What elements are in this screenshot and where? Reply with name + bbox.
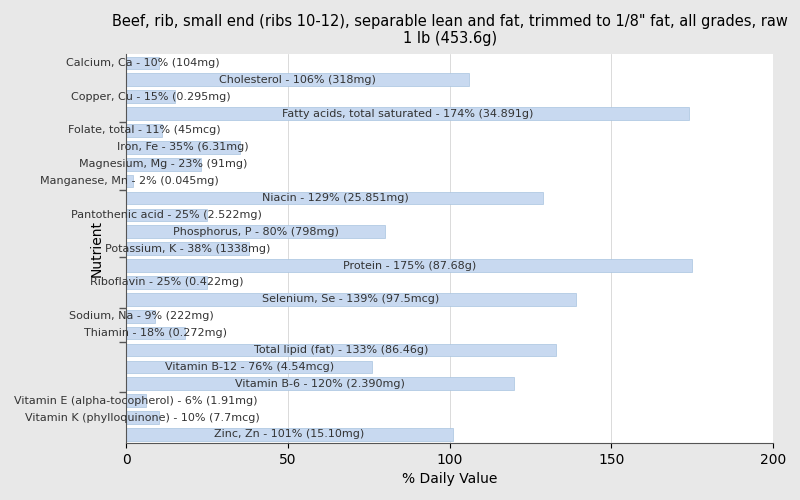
Bar — [126, 242, 250, 255]
Bar — [126, 141, 239, 154]
Text: Pantothenic acid - 25% (2.522mg): Pantothenic acid - 25% (2.522mg) — [71, 210, 262, 220]
Bar — [126, 90, 175, 103]
Bar — [126, 192, 543, 204]
Bar — [126, 56, 158, 69]
Text: Vitamin B-12 - 76% (4.54mcg): Vitamin B-12 - 76% (4.54mcg) — [165, 362, 334, 372]
Text: Vitamin E (alpha-tocopherol) - 6% (1.91mg): Vitamin E (alpha-tocopherol) - 6% (1.91m… — [14, 396, 258, 406]
Bar — [126, 394, 146, 407]
Bar — [126, 208, 207, 221]
Text: Iron, Fe - 35% (6.31mg): Iron, Fe - 35% (6.31mg) — [117, 142, 249, 152]
Text: Potassium, K - 38% (1338mg): Potassium, K - 38% (1338mg) — [105, 244, 270, 254]
Title: Beef, rib, small end (ribs 10-12), separable lean and fat, trimmed to 1/8" fat, : Beef, rib, small end (ribs 10-12), separ… — [112, 14, 787, 46]
Text: Riboflavin - 25% (0.422mg): Riboflavin - 25% (0.422mg) — [90, 278, 243, 287]
Bar — [126, 174, 133, 188]
Bar — [126, 74, 469, 86]
Bar — [126, 310, 155, 322]
Bar — [126, 344, 556, 356]
Text: Cholesterol - 106% (318mg): Cholesterol - 106% (318mg) — [219, 74, 376, 85]
Text: Calcium, Ca - 10% (104mg): Calcium, Ca - 10% (104mg) — [66, 58, 219, 68]
Bar — [126, 293, 576, 306]
Text: Magnesium, Mg - 23% (91mg): Magnesium, Mg - 23% (91mg) — [79, 159, 248, 169]
Bar — [126, 124, 162, 136]
Bar — [126, 326, 185, 340]
Bar — [126, 428, 453, 440]
Bar — [126, 107, 689, 120]
Text: Copper, Cu - 15% (0.295mg): Copper, Cu - 15% (0.295mg) — [70, 92, 230, 102]
Text: Protein - 175% (87.68g): Protein - 175% (87.68g) — [342, 260, 476, 270]
Bar — [126, 259, 692, 272]
Text: Vitamin K (phylloquinone) - 10% (7.7mcg): Vitamin K (phylloquinone) - 10% (7.7mcg) — [25, 412, 260, 422]
Bar — [126, 411, 158, 424]
Text: Selenium, Se - 139% (97.5mcg): Selenium, Se - 139% (97.5mcg) — [262, 294, 440, 304]
Text: Vitamin B-6 - 120% (2.390mg): Vitamin B-6 - 120% (2.390mg) — [235, 378, 406, 388]
Bar — [126, 378, 514, 390]
Text: Folate, total - 11% (45mcg): Folate, total - 11% (45mcg) — [68, 126, 221, 136]
Text: Thiamin - 18% (0.272mg): Thiamin - 18% (0.272mg) — [84, 328, 227, 338]
Bar — [126, 158, 201, 170]
Bar — [126, 276, 207, 288]
Text: Fatty acids, total saturated - 174% (34.891g): Fatty acids, total saturated - 174% (34.… — [282, 108, 534, 118]
Text: Total lipid (fat) - 133% (86.46g): Total lipid (fat) - 133% (86.46g) — [254, 345, 429, 355]
Text: Zinc, Zn - 101% (15.10mg): Zinc, Zn - 101% (15.10mg) — [214, 430, 365, 440]
X-axis label: % Daily Value: % Daily Value — [402, 472, 498, 486]
Y-axis label: Nutrient: Nutrient — [90, 220, 103, 277]
Text: Sodium, Na - 9% (222mg): Sodium, Na - 9% (222mg) — [69, 311, 214, 321]
Bar — [126, 360, 372, 373]
Text: Manganese, Mn - 2% (0.045mg): Manganese, Mn - 2% (0.045mg) — [40, 176, 219, 186]
Text: Phosphorus, P - 80% (798mg): Phosphorus, P - 80% (798mg) — [173, 226, 338, 236]
Bar — [126, 226, 385, 238]
Text: Niacin - 129% (25.851mg): Niacin - 129% (25.851mg) — [262, 193, 408, 203]
